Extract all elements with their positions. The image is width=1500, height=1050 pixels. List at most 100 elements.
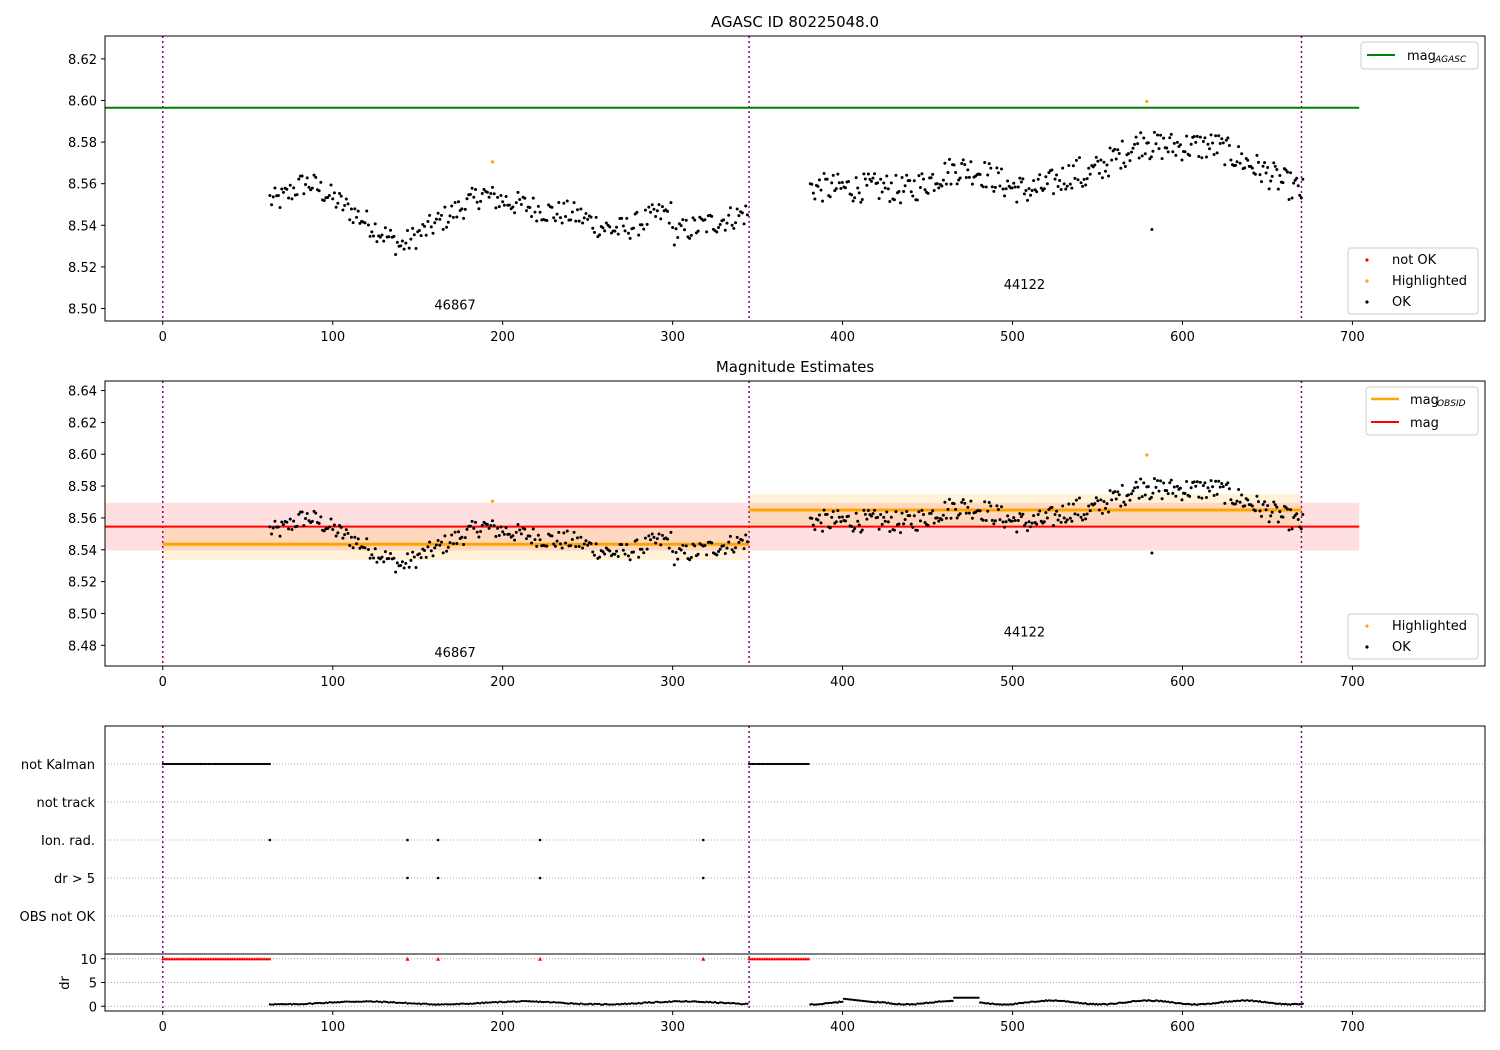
- data-point-ok: [368, 234, 372, 238]
- data-point-ok: [1021, 177, 1025, 181]
- dr-point: [969, 996, 972, 999]
- data-point-ok: [1276, 187, 1280, 191]
- data-point-ok: [1290, 196, 1294, 200]
- data-point-ok: [353, 207, 357, 211]
- dr-point: [443, 1003, 447, 1006]
- dr-point: [297, 1003, 300, 1006]
- data-point-ok: [581, 221, 585, 225]
- data-point-ok: [1286, 507, 1290, 511]
- dr-point: [561, 1001, 564, 1004]
- data-point-ok: [689, 233, 693, 237]
- data-point-ok: [1189, 486, 1193, 490]
- data-point-ok: [560, 221, 564, 225]
- data-point-ok: [819, 521, 823, 525]
- data-point-ok: [676, 557, 680, 561]
- data-point-ok: [723, 552, 727, 556]
- data-point-ok: [613, 552, 617, 556]
- flag-point-not-kalman: [802, 762, 805, 766]
- flag-point-not-kalman: [758, 762, 761, 766]
- dr-point: [360, 1000, 363, 1003]
- data-point-ok: [1270, 174, 1274, 178]
- data-point-ok: [392, 234, 396, 238]
- data-point-ok: [1076, 178, 1080, 182]
- dr-point: [321, 1002, 324, 1005]
- data-point-ok: [268, 525, 272, 529]
- data-point-ok: [552, 216, 556, 220]
- flag-point-not-kalman: [231, 762, 234, 766]
- dr-point: [420, 1003, 423, 1006]
- dr-point: [302, 1003, 305, 1006]
- flag-point-not-kalman: [265, 762, 268, 766]
- flag-point-not-kalman: [216, 762, 219, 766]
- data-point-ok: [725, 221, 729, 225]
- data-point-ok: [341, 536, 345, 540]
- data-point-ok: [1108, 489, 1112, 493]
- data-point-ok: [1050, 505, 1054, 509]
- data-point-ok: [964, 175, 968, 179]
- dr-point: [646, 1001, 649, 1004]
- data-point-ok: [732, 226, 736, 230]
- data-point-ok: [473, 520, 477, 524]
- data-point-ok: [290, 197, 294, 201]
- data-point-ok: [689, 556, 693, 560]
- dr-point: [282, 1003, 285, 1006]
- dr-point: [304, 1002, 307, 1006]
- data-point-ok: [958, 176, 962, 180]
- data-point-ok: [280, 187, 284, 191]
- dr-point: [1223, 1000, 1226, 1003]
- data-point-ok: [1261, 503, 1265, 507]
- dr-point: [671, 1000, 674, 1003]
- dr-point: [1075, 1001, 1078, 1004]
- dr-clipped-marker: [405, 956, 410, 961]
- data-point-ok: [705, 230, 709, 234]
- data-point-ok: [592, 230, 596, 234]
- data-point-ok: [816, 518, 820, 522]
- data-point-ok: [1227, 487, 1231, 491]
- x-tick-label: 500: [1000, 675, 1025, 690]
- panel-1-x-axis: 0 100 200 300 400 500 600 700: [159, 321, 1365, 345]
- data-point-ok: [445, 549, 449, 553]
- data-point-ok: [862, 508, 866, 512]
- flag-point-ion-rad: [406, 838, 409, 842]
- data-point-ok: [406, 228, 410, 232]
- dr-point: [591, 1003, 594, 1006]
- data-point-ok: [482, 187, 486, 191]
- data-point-ok: [1223, 501, 1227, 505]
- data-point-highlighted: [1145, 99, 1149, 104]
- data-point-ok: [343, 204, 347, 208]
- data-point-ok: [955, 182, 959, 186]
- data-point-ok: [931, 172, 935, 176]
- flag-point-not-kalman: [804, 762, 807, 766]
- data-point-ok: [423, 224, 427, 228]
- data-point-ok: [947, 497, 951, 501]
- panel-2-obsid-label: 46867: [434, 646, 475, 661]
- flag-point-not-kalman: [173, 762, 176, 766]
- dr-point: [627, 1002, 630, 1005]
- data-point-ok: [717, 226, 721, 230]
- data-point-ok: [1108, 146, 1112, 150]
- data-point-ok: [911, 525, 915, 529]
- data-point-ok: [660, 205, 664, 209]
- flag-point-not-kalman: [258, 762, 261, 766]
- data-point-ok: [843, 519, 847, 523]
- dr-point: [428, 1003, 431, 1006]
- data-point-ok: [1025, 529, 1029, 533]
- data-point-ok: [993, 519, 997, 523]
- data-point-ok: [999, 505, 1003, 509]
- dr-point: [680, 1000, 683, 1003]
- data-point-ok: [395, 561, 399, 565]
- data-point-ok: [964, 511, 968, 515]
- dr-point: [318, 1001, 321, 1005]
- data-point-ok: [1035, 522, 1039, 526]
- flag-point-not-kalman: [775, 762, 778, 766]
- dr-point: [474, 1002, 477, 1005]
- data-point-ok: [888, 199, 892, 203]
- dr-point: [965, 996, 968, 999]
- data-point-ok: [1025, 198, 1029, 202]
- data-point-ok: [688, 558, 692, 562]
- dr-point: [350, 1000, 353, 1003]
- data-point-ok: [1140, 495, 1144, 499]
- data-point-ok: [674, 550, 678, 554]
- data-point-ok: [1273, 164, 1277, 168]
- dr-point: [888, 1002, 891, 1005]
